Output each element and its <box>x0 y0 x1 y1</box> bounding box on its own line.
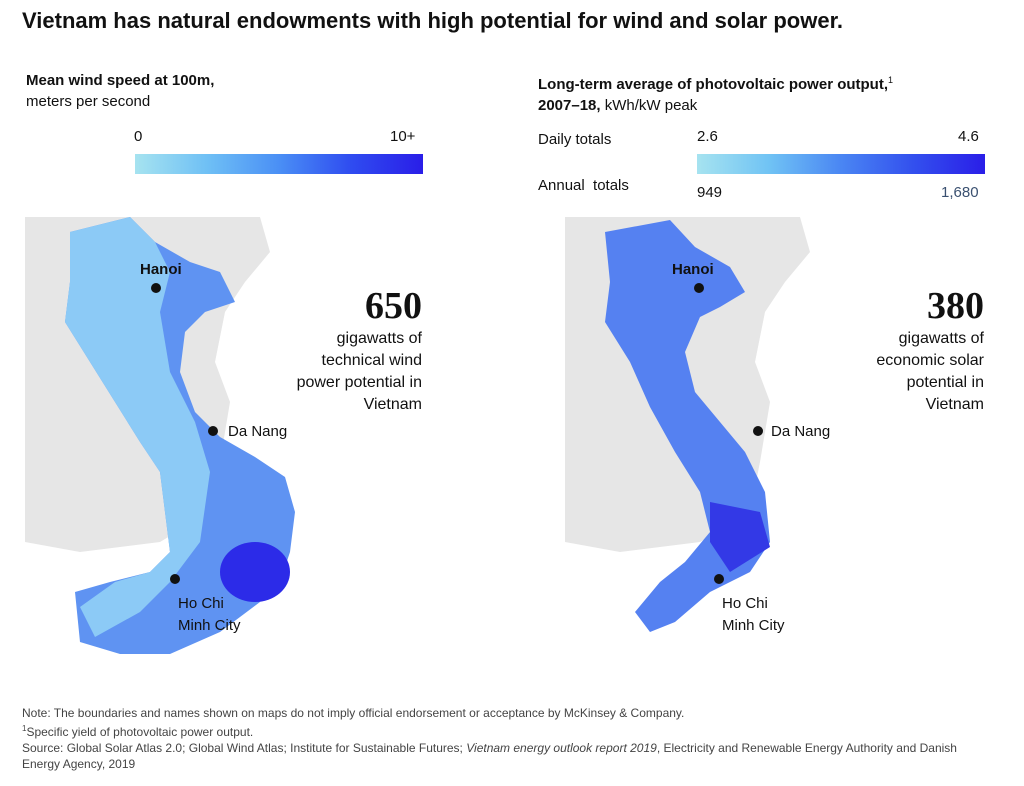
city-line: Ho Chi <box>722 595 768 612</box>
stat-value: 650 <box>365 285 422 327</box>
city-label: Hanoi <box>140 261 182 278</box>
heading: Mean wind speed at 100m, <box>26 72 215 89</box>
stat-line: technical wind <box>321 352 423 369</box>
heading: 2007–18, <box>538 97 601 114</box>
city-dot <box>753 426 763 436</box>
stat: 650 gigawatts of technical wind power pote… <box>297 284 422 416</box>
title: Vietnam has natural endowments with high… <box>22 8 844 33</box>
stat: 380 gigawatts of economic solar potential … <box>876 284 984 416</box>
stat-text: gigawatts of economic solar potential in Vi… <box>876 328 984 416</box>
stat-line: Vietnam <box>925 396 984 413</box>
footnote-marker: 1 <box>22 724 27 733</box>
map-wind <box>25 217 295 654</box>
city-line: Minh City <box>722 617 785 634</box>
stat-text: gigawatts of technical wind power potentia… <box>297 328 422 416</box>
footnote: 1Specific yield of photovoltaic power ou… <box>22 721 982 740</box>
scale-max: 1,680 <box>941 184 979 201</box>
source-text: Source: Global Solar Atlas 2.0; Global W… <box>22 741 467 755</box>
footnote-marker: 1 <box>888 75 894 85</box>
stat-value: 380 <box>927 285 984 327</box>
city-dot <box>151 283 161 293</box>
stat-line: economic solar <box>876 352 984 369</box>
scale-min: 949 <box>697 184 723 201</box>
scale-row-label: Daily totals <box>538 131 612 148</box>
stat-line: gigawatts of <box>898 330 984 347</box>
map-solar <box>565 217 810 632</box>
city-label: Hanoi <box>672 261 714 278</box>
color-scale <box>697 154 985 174</box>
stat-line: potential in <box>906 374 984 391</box>
subheading: kWh/kW peak <box>604 97 698 114</box>
scale-row-label: Annual totals <box>538 177 629 194</box>
source-text: , Electricity and Renewable Energy Autho… <box>22 741 957 771</box>
note: Note: The boundaries and names shown on … <box>22 706 685 720</box>
subheading: meters per second <box>26 93 151 110</box>
stat-line: power potential in <box>296 374 422 391</box>
city-dot <box>694 283 704 293</box>
source: Source: Global Solar Atlas 2.0; Global W… <box>22 740 982 772</box>
heading: Long-term average of photovoltaic power … <box>538 76 889 93</box>
stat-line: gigawatts of <box>336 330 422 347</box>
city-label: Da Nang <box>228 423 288 440</box>
map-heading: Long-term average of photovoltaic power … <box>538 70 893 116</box>
city-label: Da Nang <box>771 423 831 440</box>
city-label: Ho Chi Minh City <box>722 593 785 637</box>
scale-max: 10+ <box>390 128 416 145</box>
color-scale <box>135 154 423 174</box>
city-line: Ho Chi <box>178 595 224 612</box>
city-label: Ho Chi Minh City <box>178 593 241 637</box>
city-dot <box>714 574 724 584</box>
city-dot <box>170 574 180 584</box>
scale-min: 0 <box>134 128 143 145</box>
city-line: Minh City <box>178 617 241 634</box>
footnote-text: Specific yield of photovoltaic power out… <box>26 725 254 739</box>
stat-line: Vietnam <box>363 396 422 413</box>
scale-min: 2.6 <box>697 128 718 145</box>
city-dot <box>208 426 218 436</box>
source-title: Vietnam energy outlook report 2019 <box>466 741 657 755</box>
scale-max: 4.6 <box>958 128 979 145</box>
notes: Note: The boundaries and names shown on … <box>22 705 982 772</box>
map-heading: Mean wind speed at 100m, meters per secon… <box>26 70 214 112</box>
